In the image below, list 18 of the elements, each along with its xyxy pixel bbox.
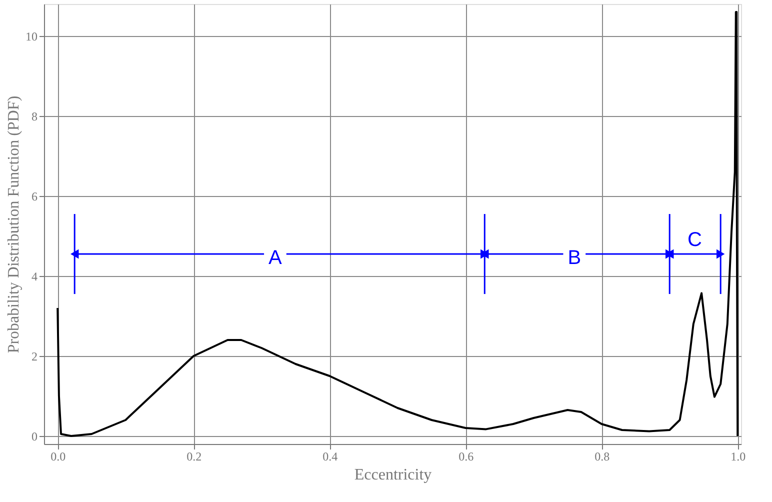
- annotation: A: [268, 247, 283, 269]
- x-tick-label: 1.0: [730, 450, 746, 464]
- line-series: [56, 11, 739, 437]
- y-tick-label: 6: [32, 190, 38, 204]
- y-tick-label: 10: [26, 30, 38, 44]
- x-tick-label: 0.4: [322, 450, 338, 464]
- y-axis-title: Probability Distribution Function (PDF): [6, 96, 22, 354]
- annotation: B: [568, 247, 582, 269]
- x-tick-label: 0.0: [50, 450, 66, 464]
- y-tick-label: 4: [32, 270, 38, 284]
- annotation: C: [688, 229, 702, 251]
- y-tick-label: 8: [32, 110, 38, 124]
- x-axis-title: Eccentricity: [354, 466, 432, 484]
- y-tick-label: 0: [32, 430, 38, 444]
- x-tick-label: 0.8: [594, 450, 610, 464]
- x-tick-label: 0.6: [458, 450, 474, 464]
- y-tick-label: 2: [32, 350, 38, 364]
- x-tick-label: 0.2: [186, 450, 202, 464]
